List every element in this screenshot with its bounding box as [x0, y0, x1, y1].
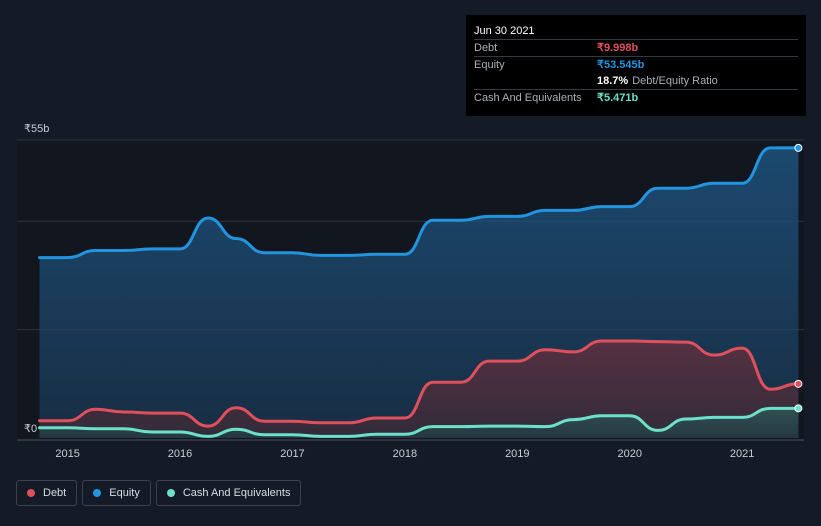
x-tick-label-2020: 2020 [617, 448, 641, 460]
tooltip-equity-value: ₹53.545b [597, 59, 645, 71]
debt-line [38, 339, 800, 428]
tooltip-ratio-spacer [474, 73, 597, 89]
axes: 2015 2016 2017 2018 2019 2020 2021 ₹55b ₹0 [17, 123, 804, 460]
tooltip-cash-row: Cash And Equivalents ₹5.471b [474, 89, 798, 106]
legend-item-debt[interactable]: Debt [16, 480, 78, 506]
legend-item-cash[interactable]: Cash And Equivalents [155, 480, 302, 506]
end-markers [794, 143, 803, 413]
tooltip-cash-label: Cash And Equivalents [474, 92, 582, 104]
tooltip-ratio-label: Debt/Equity Ratio [632, 75, 718, 87]
tooltip-panel: Jun 30 2021 Debt ₹9.998b Equity ₹53.545b… [466, 15, 806, 116]
cash-end-marker [794, 404, 803, 413]
legend-item-equity[interactable]: Equity [82, 480, 151, 506]
legend-cash-dot-icon [166, 489, 175, 497]
x-tick-label-2015: 2015 [55, 448, 79, 460]
debt-area [39, 341, 799, 438]
y-tick-label-55: ₹55b [24, 123, 49, 135]
legend-debt-dot-icon [27, 489, 35, 497]
tooltip-ratio-row: 18.7% Debt/Equity Ratio [474, 73, 798, 89]
x-tick-label-2016: 2016 [168, 448, 192, 460]
tooltip-debt-row: Debt ₹9.998b [474, 39, 798, 56]
tooltip-debt-value: ₹9.998b [597, 42, 639, 54]
series-lines [38, 146, 800, 438]
debt-end-marker [794, 379, 803, 388]
tooltip-equity-row: Equity ₹53.545b [474, 56, 798, 73]
tooltip-equity-label: Equity [474, 59, 505, 71]
x-tick-label-2017: 2017 [280, 448, 304, 460]
tooltip-date: Jun 30 2021 [474, 25, 535, 37]
tooltip-debt-label: Debt [474, 42, 498, 54]
equity-line [38, 146, 800, 260]
x-tick-label-2018: 2018 [393, 448, 417, 460]
legend-cash-label: Cash And Equivalents [182, 487, 291, 499]
cash-line [38, 406, 800, 438]
x-tick-label-2021: 2021 [730, 448, 754, 460]
tooltip-ratio-value: 18.7% [597, 75, 629, 87]
tooltip-cash-value: ₹5.471b [597, 92, 639, 104]
chart-legend: Debt Equity Cash And Equivalents [16, 480, 306, 506]
y-tick-label-0: ₹0 [24, 423, 37, 435]
x-tick-label-2019: 2019 [505, 448, 529, 460]
legend-equity-dot-icon [93, 489, 102, 497]
legend-equity-label: Equity [109, 487, 140, 499]
equity-end-marker [794, 143, 803, 152]
legend-debt-label: Debt [43, 487, 67, 499]
